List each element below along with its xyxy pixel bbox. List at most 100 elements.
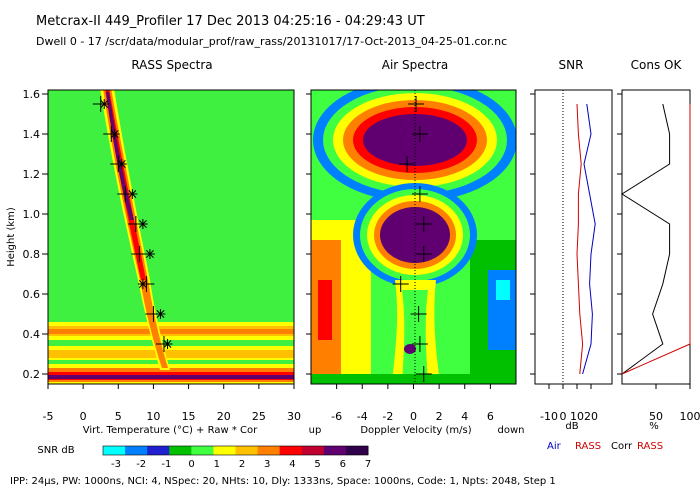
rass-band: [48, 350, 294, 358]
x-tick-label: 6: [487, 410, 494, 423]
x-tick-label: 5: [115, 410, 122, 423]
colorbar-swatch: [169, 446, 192, 455]
cons-panel: [621, 89, 691, 385]
x-tick-label: 15: [182, 410, 196, 423]
colorbar-frame: [102, 445, 369, 456]
air-region-right: [496, 280, 510, 300]
colorbar-tick-label: 1: [214, 459, 220, 470]
air-markers: [392, 96, 432, 382]
x-tick-label: 0: [80, 410, 87, 423]
x-tick-label: 4: [461, 410, 468, 423]
colorbar-tick-label: 0: [188, 459, 194, 470]
cor-marker: [110, 130, 119, 138]
snr-frame: [534, 89, 613, 385]
cons-frame: [621, 89, 691, 385]
series-line: [576, 103, 584, 375]
header-dwell: Dwell 0 - 17 /scr/data/modular_prof/raw_…: [36, 35, 507, 48]
rass-band: [48, 375, 294, 379]
series-line: [621, 104, 691, 375]
colorbar-tick-label: 6: [340, 459, 346, 470]
air-region-left: [318, 280, 332, 340]
x-tick-label: -5: [43, 410, 54, 423]
air-bottom-band: [311, 374, 516, 384]
colorbar-swatch: [257, 446, 281, 455]
legend-rass: RASS: [575, 441, 601, 452]
snr-lines: [576, 103, 596, 375]
cor-marker: [117, 160, 126, 168]
x-tick-label: 0: [560, 410, 567, 423]
rass-panel: [47, 89, 295, 385]
colorbar-swatch: [301, 446, 325, 455]
cons-x-label: %: [649, 421, 659, 432]
x-tick-label: 25: [252, 410, 266, 423]
air-x-label: Doppler Velocity (m/s): [360, 425, 471, 436]
colorbar-tick-label: 7: [365, 459, 371, 470]
colorbar-tick-label: -1: [161, 459, 171, 470]
cor-marker: [163, 340, 172, 348]
cor-marker: [138, 220, 147, 228]
y-tick-label: 1.0: [23, 208, 41, 221]
x-tick-label: -10: [540, 410, 558, 423]
snr-title: SNR: [559, 58, 584, 72]
y-tick-label: 0.2: [23, 368, 41, 381]
colorbar-title: SNR dB: [37, 445, 74, 456]
legend-corr-rass: RASS: [637, 441, 663, 452]
colorbar-swatch: [103, 446, 126, 455]
rass-frame: [47, 89, 295, 385]
x-tick-label: 20: [584, 410, 598, 423]
colorbar-tick-label: -2: [136, 459, 146, 470]
colorbar-swatches: [102, 445, 369, 456]
y-tick-label: 1.4: [23, 128, 41, 141]
air-x-label-up: up: [309, 425, 322, 436]
cor-marker: [128, 190, 137, 198]
air-heatmap: [311, 90, 516, 384]
air-x-label-down: down: [498, 425, 525, 436]
y-tick-label: 1.6: [23, 88, 41, 101]
colorbar-tick-label: 3: [264, 459, 270, 470]
cons-title: Cons OK: [631, 58, 683, 72]
header-title: Metcrax-II 449_Profiler 17 Dec 2013 04:2…: [36, 14, 425, 29]
colorbar-swatch: [125, 446, 148, 455]
cor-marker: [138, 280, 147, 288]
x-tick-label: 10: [570, 410, 584, 423]
rass-markers: [92, 96, 173, 352]
cor-marker: [100, 100, 109, 108]
colorbar-swatch: [345, 446, 369, 455]
x-tick-label: -4: [357, 410, 368, 423]
colorbar-swatch: [191, 446, 214, 455]
x-tick-label: 50: [649, 410, 663, 423]
colorbar-ticks: -3 -2 -1 0 1 2 3 4 5 6 7: [111, 459, 371, 470]
colorbar-tick-label: 4: [289, 459, 295, 470]
x-tick-label: 2: [436, 410, 443, 423]
x-tick-label: -2: [382, 410, 393, 423]
x-tick-label: 100: [680, 410, 700, 423]
series-line: [582, 103, 596, 375]
colorbar-tick-label: 2: [239, 459, 245, 470]
rass-title: RASS Spectra: [131, 58, 212, 72]
rass-band: [48, 329, 294, 334]
colorbar-swatch: [235, 446, 259, 455]
legend-corr: Corr: [611, 441, 633, 452]
air-title: Air Spectra: [382, 58, 449, 72]
x-tick-label: -6: [331, 410, 342, 423]
cons-lines: [621, 103, 691, 375]
axes: 0.20.40.60.81.01.21.41.6-5 0 5 10 15 20 25 30 -6…: [23, 88, 700, 423]
colorbar-swatch: [147, 446, 170, 455]
y-axis-label: Height (km): [6, 207, 17, 267]
x-tick-label: 30: [287, 410, 301, 423]
footer-parameters: IPP: 24µs, PW: 1000ns, NCI: 4, NSpec: 20…: [10, 476, 556, 487]
x-tick-label: 0: [410, 410, 417, 423]
air-panel: [310, 89, 517, 385]
y-tick-label: 0.8: [23, 248, 41, 261]
colorbar-swatch: [279, 446, 303, 455]
cor-marker: [145, 250, 154, 258]
cor-marker: [156, 310, 165, 318]
y-tick-label: 0.6: [23, 288, 41, 301]
colorbar-tick-label: -3: [111, 459, 121, 470]
rass-x-label: Virt. Temperature (°C) + Raw * Cor: [83, 425, 258, 436]
snr-colorbar: SNR dB -3 -2 -1 0 1 2 3 4 5 6 7: [37, 445, 371, 470]
snr-panel: [534, 89, 613, 385]
series-line: [621, 103, 671, 375]
air-spot: [404, 344, 416, 354]
